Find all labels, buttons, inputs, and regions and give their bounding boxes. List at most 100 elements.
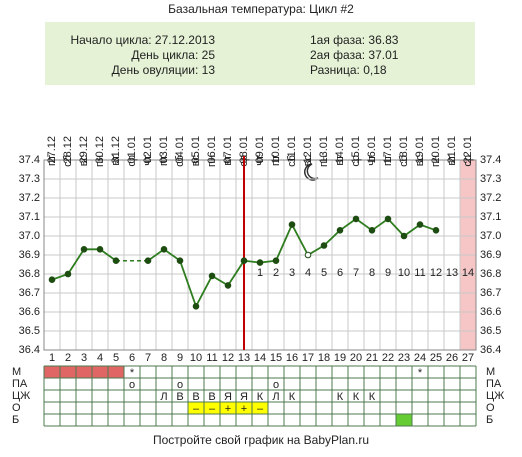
date-label: 02.01 (142, 136, 154, 164)
table-filled-cell (60, 366, 76, 378)
y-tick-label-right: 36.4 (480, 344, 501, 356)
y-tick-label-right: 37.1 (480, 211, 501, 223)
y-tick-label: 37.2 (19, 192, 40, 204)
temperature-point (288, 221, 296, 228)
weekday-label: вс (190, 155, 202, 167)
date-label: 05.01 (190, 136, 202, 164)
x-tick-label: 14 (254, 352, 266, 364)
table-entry: Я (224, 391, 232, 403)
date-label: 07.01 (222, 136, 234, 164)
row-label: Б (12, 414, 19, 426)
temperature-point (208, 272, 216, 280)
row-label-right: ПА (486, 378, 502, 390)
x-tick-label: 2 (65, 352, 71, 364)
weekday-label: ср (462, 155, 474, 167)
y-tick-label-right: 36.5 (480, 325, 501, 337)
row-label-right: Б (486, 414, 493, 426)
weekday-label: чт (366, 155, 378, 166)
y-tick-label-right: 37.2 (480, 192, 501, 204)
y-tick-label: 36.6 (19, 306, 40, 318)
temperature-point (272, 257, 280, 265)
x-tick-label: 9 (177, 352, 183, 364)
date-label: 19.01 (414, 136, 426, 164)
date-label: 01.01 (126, 136, 138, 164)
table-entry: К (337, 391, 344, 403)
moon-icon (304, 163, 319, 181)
temperature-point (112, 257, 120, 265)
y-tick-label: 36.9 (19, 249, 40, 261)
weekday-label: пт (270, 155, 282, 166)
temperature-point (432, 227, 440, 234)
phase-day-label: 10 (398, 267, 410, 279)
phase-day-label: 13 (446, 267, 458, 279)
info-text: 1ая фаза: 36.83 (310, 33, 399, 47)
weekday-label: ср (126, 155, 138, 167)
table-filled-cell (204, 402, 220, 414)
date-label: 31.12 (110, 136, 122, 164)
x-tick-label: 1 (49, 352, 55, 364)
date-label: 29.12 (78, 136, 90, 164)
table-entry: Я (240, 391, 248, 403)
phase-day-label: 11 (414, 267, 425, 279)
x-tick-label: 13 (238, 352, 250, 364)
temperature-point (400, 232, 408, 240)
x-tick-label: 7 (145, 352, 151, 364)
table-entry: – (193, 403, 200, 415)
y-tick-label: 36.8 (19, 268, 40, 280)
table-entry: + (225, 403, 231, 415)
y-tick-label-right: 36.7 (480, 287, 501, 299)
table-filled-cell (44, 366, 60, 378)
y-tick-label: 37.4 (19, 154, 40, 166)
x-tick-label: 17 (302, 352, 314, 364)
chart-title: Базальная температура: Цикл #2 (168, 2, 354, 16)
temperature-point (80, 246, 88, 253)
temperature-point (320, 242, 328, 249)
table-filled-cell (396, 414, 412, 426)
phase-day-label: 2 (273, 267, 279, 279)
date-label: 14.01 (334, 136, 346, 164)
row-label-right: ЦЖ (486, 390, 504, 402)
x-tick-label: 19 (334, 352, 346, 364)
row-label-right: О (486, 402, 495, 414)
table-entry: – (209, 403, 216, 415)
weekday-label: вт (222, 155, 234, 166)
phase-day-label: 6 (337, 267, 343, 279)
weekday-label: вт (110, 155, 122, 166)
row-label: ПА (12, 378, 28, 390)
date-label: 18.01 (398, 136, 410, 164)
x-tick-label: 21 (366, 352, 378, 364)
date-label: 08.01 (238, 136, 250, 164)
table-entry: о (177, 379, 183, 391)
moon (304, 163, 319, 181)
info-text: 2ая фаза: 37.01 (310, 48, 399, 62)
weekday-label: ср (350, 155, 362, 167)
y-tick-label: 36.4 (19, 344, 40, 356)
phase-day-label: 1 (257, 267, 263, 279)
phase-day-label: 8 (369, 267, 375, 279)
weekday-label: вт (446, 155, 458, 166)
phase-day-label: 3 (289, 267, 295, 279)
weekday-label: пн (430, 155, 442, 167)
x-tick-label: 15 (270, 352, 282, 364)
table-filled-cell (252, 402, 268, 414)
row-label: М (12, 366, 21, 378)
x-tick-label: 12 (222, 352, 234, 364)
temperature-point (336, 227, 344, 234)
temperature-point (384, 215, 392, 223)
temperature-point (224, 282, 232, 289)
x-tick-label: 24 (414, 352, 426, 364)
x-tick-label: 5 (113, 352, 119, 364)
x-tick-label: 16 (286, 352, 298, 364)
table-filled-cell (220, 402, 236, 414)
table-entry: * (130, 367, 135, 379)
weekday-label: вс (78, 155, 90, 167)
table-entry: К (257, 391, 264, 403)
date-label: 10.01 (270, 136, 282, 164)
x-tick-label: 26 (446, 352, 458, 364)
y-tick-label-right: 36.6 (480, 306, 501, 318)
weekday-label: вс (414, 155, 426, 167)
table-filled-cell (92, 366, 108, 378)
y-tick-label-right: 36.9 (480, 249, 501, 261)
weekday-label: чт (254, 155, 266, 166)
